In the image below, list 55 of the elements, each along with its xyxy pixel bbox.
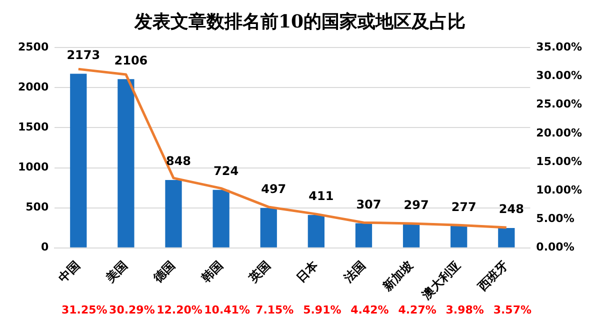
x-tick-label: 中国 bbox=[56, 258, 83, 286]
y2-tick-label: 0.00% bbox=[536, 240, 574, 254]
y-tick-label: 0 bbox=[40, 240, 49, 254]
data-label: 4.27% bbox=[398, 303, 436, 316]
data-label: 3.98% bbox=[446, 303, 484, 316]
data-label: 30.29% bbox=[109, 303, 155, 316]
y2-tick-label: 20.00% bbox=[536, 126, 582, 140]
y-tick-label: 500 bbox=[26, 200, 49, 214]
y2-tick-label: 15.00% bbox=[536, 154, 582, 168]
y-tick-label: 1500 bbox=[18, 120, 49, 134]
bar bbox=[165, 180, 182, 248]
x-tick-label: 美国 bbox=[102, 258, 130, 286]
bar bbox=[450, 226, 468, 248]
bar bbox=[402, 224, 420, 248]
bar bbox=[212, 190, 230, 248]
bar bbox=[70, 74, 87, 248]
data-label: 297 bbox=[404, 198, 429, 212]
data-label: 848 bbox=[166, 154, 192, 168]
data-label: 497 bbox=[261, 182, 286, 196]
chart-title: 发表文章数排名前10的国家或地区及占比 bbox=[133, 11, 466, 32]
x-tick-label: 新加坡 bbox=[380, 258, 416, 294]
x-tick-label: 法国 bbox=[340, 258, 368, 286]
y2-tick-label: 30.00% bbox=[536, 69, 582, 82]
x-tick-label: 英国 bbox=[245, 258, 273, 286]
y2-tick-label: 10.00% bbox=[536, 184, 582, 197]
data-label: 307 bbox=[356, 197, 382, 212]
y-tick-label: 2000 bbox=[18, 80, 49, 94]
x-tick-label: 日本 bbox=[294, 258, 322, 286]
bar bbox=[260, 208, 277, 248]
data-label: 248 bbox=[498, 202, 524, 216]
bar bbox=[498, 228, 515, 248]
y2-tick-label: 35.00% bbox=[536, 40, 582, 54]
bar bbox=[118, 79, 134, 248]
data-label: 411 bbox=[308, 189, 334, 204]
data-label: 31.25% bbox=[61, 303, 108, 316]
data-label: 3.57% bbox=[493, 303, 532, 316]
bar bbox=[308, 214, 324, 248]
data-label: 10.41% bbox=[204, 303, 250, 316]
data-label: 5.91% bbox=[303, 303, 342, 316]
data-label: 2173 bbox=[66, 48, 100, 62]
data-label: 12.20% bbox=[156, 303, 202, 316]
y2-tick-label: 25.00% bbox=[536, 98, 582, 111]
x-tick-label: 澳大利亚 bbox=[418, 258, 464, 303]
x-tick-label: 韩国 bbox=[198, 258, 226, 286]
y-tick-label: 2500 bbox=[18, 40, 49, 54]
y2-tick-label: 5.00% bbox=[536, 212, 574, 226]
y-tick-label: 1000 bbox=[18, 160, 49, 174]
data-label: 724 bbox=[214, 164, 239, 178]
data-label: 4.42% bbox=[350, 303, 389, 316]
bar bbox=[355, 223, 372, 248]
data-label: 2106 bbox=[114, 53, 148, 68]
x-tick-label: 西班牙 bbox=[474, 258, 511, 294]
x-tick-label: 德国 bbox=[150, 258, 178, 286]
data-label: 277 bbox=[451, 200, 476, 214]
data-label: 7.15% bbox=[256, 303, 294, 316]
